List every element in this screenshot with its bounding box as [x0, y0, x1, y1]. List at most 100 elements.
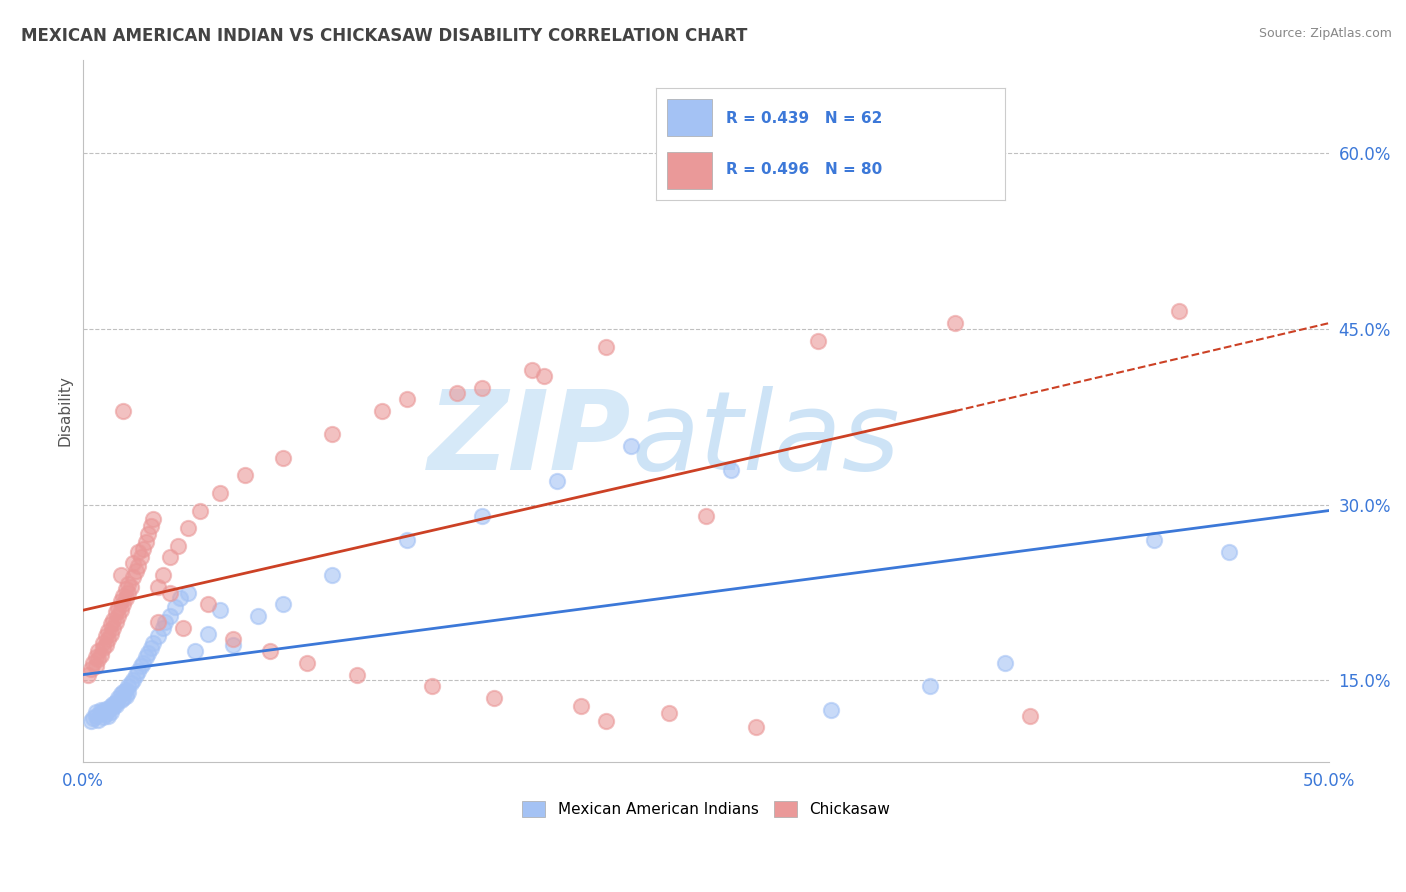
Point: [321, 427, 343, 442]
Point: [94, 629, 117, 643]
Point: [122, 673, 145, 688]
Point: [346, 667, 368, 681]
Point: [271, 450, 294, 465]
Point: [97, 708, 120, 723]
Point: [101, 613, 124, 627]
Point: [246, 609, 269, 624]
Point: [135, 650, 157, 665]
Point: [100, 699, 122, 714]
Point: [101, 700, 124, 714]
Point: [91, 710, 114, 724]
Point: [172, 621, 194, 635]
Point: [117, 577, 139, 591]
Point: [1143, 533, 1166, 547]
Point: [943, 316, 966, 330]
Point: [82, 711, 104, 725]
Point: [97, 624, 120, 639]
Point: [595, 340, 617, 354]
Point: [1168, 304, 1191, 318]
Point: [159, 585, 181, 599]
Point: [135, 535, 157, 549]
Point: [159, 609, 181, 624]
Point: [420, 679, 443, 693]
Point: [97, 632, 120, 647]
Point: [84, 705, 107, 719]
Point: [77, 667, 100, 681]
Point: [695, 509, 717, 524]
Point: [132, 656, 155, 670]
Point: [1018, 708, 1040, 723]
Point: [820, 703, 842, 717]
Point: [84, 650, 107, 665]
Point: [120, 580, 142, 594]
Point: [94, 707, 117, 722]
Point: [120, 675, 142, 690]
Point: [110, 568, 132, 582]
Point: [222, 632, 245, 647]
Point: [620, 439, 643, 453]
Point: [127, 544, 149, 558]
Point: [184, 644, 207, 658]
Point: [129, 550, 152, 565]
Point: [114, 582, 136, 596]
Point: [110, 693, 132, 707]
Point: [100, 626, 122, 640]
Point: [124, 565, 146, 579]
Point: [152, 621, 174, 635]
Point: [107, 691, 129, 706]
Point: [87, 713, 110, 727]
Point: [142, 512, 165, 526]
Point: [571, 699, 593, 714]
Point: [107, 609, 129, 624]
Point: [112, 597, 135, 611]
Point: [190, 503, 212, 517]
Point: [127, 558, 149, 573]
Point: [122, 557, 145, 571]
Point: [396, 533, 419, 547]
Point: [197, 597, 219, 611]
Text: atlas: atlas: [631, 385, 900, 492]
Point: [658, 706, 681, 721]
Point: [114, 689, 136, 703]
Point: [112, 589, 135, 603]
Point: [129, 659, 152, 673]
Point: [100, 705, 122, 719]
Point: [117, 679, 139, 693]
Point: [209, 486, 232, 500]
Point: [321, 568, 343, 582]
Point: [112, 691, 135, 706]
Point: [136, 527, 159, 541]
Point: [222, 638, 245, 652]
Point: [104, 694, 127, 708]
Point: [177, 521, 200, 535]
Point: [233, 468, 256, 483]
Point: [114, 682, 136, 697]
Point: [110, 603, 132, 617]
Point: [271, 597, 294, 611]
Point: [90, 703, 112, 717]
Point: [920, 679, 942, 693]
Point: [446, 386, 468, 401]
Point: [595, 714, 617, 729]
Point: [110, 688, 132, 702]
Point: [136, 647, 159, 661]
Point: [110, 594, 132, 608]
Y-axis label: Disability: Disability: [58, 376, 72, 447]
Text: Source: ZipAtlas.com: Source: ZipAtlas.com: [1258, 27, 1392, 40]
Point: [90, 648, 112, 662]
Point: [146, 629, 169, 643]
Point: [807, 334, 830, 348]
Point: [132, 542, 155, 557]
Point: [371, 404, 394, 418]
Point: [87, 652, 110, 666]
Point: [546, 475, 568, 489]
Point: [94, 701, 117, 715]
Point: [127, 664, 149, 678]
Point: [104, 615, 127, 629]
Point: [520, 363, 543, 377]
Point: [84, 659, 107, 673]
Point: [471, 381, 494, 395]
Point: [114, 591, 136, 606]
Point: [1218, 544, 1240, 558]
Text: ZIP: ZIP: [427, 385, 631, 492]
